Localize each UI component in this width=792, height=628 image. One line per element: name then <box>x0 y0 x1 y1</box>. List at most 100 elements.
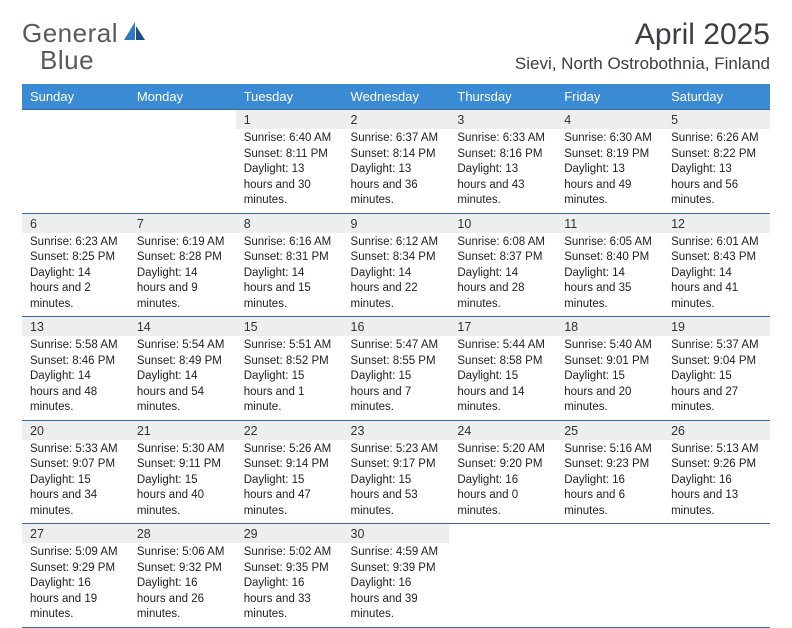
day-number: 18 <box>556 317 663 336</box>
calendar-cell: 16Sunrise: 5:47 AMSunset: 8:55 PMDayligh… <box>343 317 450 421</box>
day-number: 1 <box>236 110 343 129</box>
day-number: 15 <box>236 317 343 336</box>
day-number: 30 <box>343 524 450 543</box>
day-number: 27 <box>22 524 129 543</box>
day-number: 21 <box>129 421 236 440</box>
header: General Blue April 2025 Sievi, North Ost… <box>22 18 770 74</box>
day-body: Sunrise: 5:30 AMSunset: 9:11 PMDaylight:… <box>129 440 236 524</box>
day-body: Sunrise: 5:54 AMSunset: 8:49 PMDaylight:… <box>129 336 236 420</box>
day-body: Sunrise: 5:13 AMSunset: 9:26 PMDaylight:… <box>663 440 770 524</box>
day-body: Sunrise: 6:33 AMSunset: 8:16 PMDaylight:… <box>449 129 556 213</box>
day-body: Sunrise: 5:51 AMSunset: 8:52 PMDaylight:… <box>236 336 343 420</box>
calendar-cell: 19Sunrise: 5:37 AMSunset: 9:04 PMDayligh… <box>663 317 770 421</box>
logo-word-2: Blue <box>40 45 94 75</box>
calendar-cell: 1Sunrise: 6:40 AMSunset: 8:11 PMDaylight… <box>236 110 343 214</box>
calendar-cell: 25Sunrise: 5:16 AMSunset: 9:23 PMDayligh… <box>556 420 663 524</box>
weekday-header: Monday <box>129 84 236 110</box>
calendar-cell: 6Sunrise: 6:23 AMSunset: 8:25 PMDaylight… <box>22 213 129 317</box>
day-body: Sunrise: 6:19 AMSunset: 8:28 PMDaylight:… <box>129 233 236 317</box>
calendar-head: SundayMondayTuesdayWednesdayThursdayFrid… <box>22 84 770 110</box>
day-number: 3 <box>449 110 556 129</box>
day-body: Sunrise: 5:23 AMSunset: 9:17 PMDaylight:… <box>343 440 450 524</box>
weekday-header: Saturday <box>663 84 770 110</box>
calendar-cell: 23Sunrise: 5:23 AMSunset: 9:17 PMDayligh… <box>343 420 450 524</box>
day-body: Sunrise: 5:02 AMSunset: 9:35 PMDaylight:… <box>236 543 343 627</box>
day-body: Sunrise: 6:40 AMSunset: 8:11 PMDaylight:… <box>236 129 343 213</box>
calendar-cell: 5Sunrise: 6:26 AMSunset: 8:22 PMDaylight… <box>663 110 770 214</box>
day-number: 5 <box>663 110 770 129</box>
weekday-row: SundayMondayTuesdayWednesdayThursdayFrid… <box>22 84 770 110</box>
weekday-header: Friday <box>556 84 663 110</box>
day-body: Sunrise: 5:44 AMSunset: 8:58 PMDaylight:… <box>449 336 556 420</box>
day-body: Sunrise: 6:08 AMSunset: 8:37 PMDaylight:… <box>449 233 556 317</box>
day-number: 28 <box>129 524 236 543</box>
calendar-cell: 12Sunrise: 6:01 AMSunset: 8:43 PMDayligh… <box>663 213 770 317</box>
calendar-cell: 11Sunrise: 6:05 AMSunset: 8:40 PMDayligh… <box>556 213 663 317</box>
logo-sail-icon <box>124 22 146 47</box>
day-body: Sunrise: 5:26 AMSunset: 9:14 PMDaylight:… <box>236 440 343 524</box>
day-number: 2 <box>343 110 450 129</box>
weekday-header: Wednesday <box>343 84 450 110</box>
day-body: Sunrise: 5:33 AMSunset: 9:07 PMDaylight:… <box>22 440 129 524</box>
location: Sievi, North Ostrobothnia, Finland <box>515 54 770 74</box>
logo-word-1: General <box>22 18 118 48</box>
day-body: Sunrise: 5:06 AMSunset: 9:32 PMDaylight:… <box>129 543 236 627</box>
calendar-cell: 7Sunrise: 6:19 AMSunset: 8:28 PMDaylight… <box>129 213 236 317</box>
day-number: 13 <box>22 317 129 336</box>
calendar-body: 1Sunrise: 6:40 AMSunset: 8:11 PMDaylight… <box>22 110 770 628</box>
day-number: 29 <box>236 524 343 543</box>
calendar-cell: 17Sunrise: 5:44 AMSunset: 8:58 PMDayligh… <box>449 317 556 421</box>
calendar-cell: 8Sunrise: 6:16 AMSunset: 8:31 PMDaylight… <box>236 213 343 317</box>
day-body: Sunrise: 6:01 AMSunset: 8:43 PMDaylight:… <box>663 233 770 317</box>
day-number: 9 <box>343 214 450 233</box>
day-body: Sunrise: 5:58 AMSunset: 8:46 PMDaylight:… <box>22 336 129 420</box>
calendar-cell: 26Sunrise: 5:13 AMSunset: 9:26 PMDayligh… <box>663 420 770 524</box>
day-body: Sunrise: 4:59 AMSunset: 9:39 PMDaylight:… <box>343 543 450 627</box>
calendar-cell: 2Sunrise: 6:37 AMSunset: 8:14 PMDaylight… <box>343 110 450 214</box>
calendar-cell: 10Sunrise: 6:08 AMSunset: 8:37 PMDayligh… <box>449 213 556 317</box>
day-body: Sunrise: 6:12 AMSunset: 8:34 PMDaylight:… <box>343 233 450 317</box>
day-body: Sunrise: 6:37 AMSunset: 8:14 PMDaylight:… <box>343 129 450 213</box>
day-body: Sunrise: 5:47 AMSunset: 8:55 PMDaylight:… <box>343 336 450 420</box>
calendar-week-row: 13Sunrise: 5:58 AMSunset: 8:46 PMDayligh… <box>22 317 770 421</box>
calendar-table: SundayMondayTuesdayWednesdayThursdayFrid… <box>22 84 770 628</box>
day-number: 4 <box>556 110 663 129</box>
day-number: 17 <box>449 317 556 336</box>
month-title: April 2025 <box>515 18 770 52</box>
calendar-cell: 13Sunrise: 5:58 AMSunset: 8:46 PMDayligh… <box>22 317 129 421</box>
day-number: 7 <box>129 214 236 233</box>
day-number: 8 <box>236 214 343 233</box>
weekday-header: Tuesday <box>236 84 343 110</box>
calendar-cell: 14Sunrise: 5:54 AMSunset: 8:49 PMDayligh… <box>129 317 236 421</box>
weekday-header: Thursday <box>449 84 556 110</box>
day-number: 23 <box>343 421 450 440</box>
calendar-cell: 18Sunrise: 5:40 AMSunset: 9:01 PMDayligh… <box>556 317 663 421</box>
logo: General Blue <box>22 20 146 74</box>
day-body: Sunrise: 5:16 AMSunset: 9:23 PMDaylight:… <box>556 440 663 524</box>
day-number: 14 <box>129 317 236 336</box>
calendar-week-row: 1Sunrise: 6:40 AMSunset: 8:11 PMDaylight… <box>22 110 770 214</box>
day-number: 16 <box>343 317 450 336</box>
day-number: 6 <box>22 214 129 233</box>
day-body: Sunrise: 5:37 AMSunset: 9:04 PMDaylight:… <box>663 336 770 420</box>
logo-text-block: General Blue <box>22 20 146 74</box>
page: General Blue April 2025 Sievi, North Ost… <box>0 0 792 612</box>
day-body: Sunrise: 5:09 AMSunset: 9:29 PMDaylight:… <box>22 543 129 627</box>
calendar-cell: 21Sunrise: 5:30 AMSunset: 9:11 PMDayligh… <box>129 420 236 524</box>
calendar-cell: 20Sunrise: 5:33 AMSunset: 9:07 PMDayligh… <box>22 420 129 524</box>
day-number: 20 <box>22 421 129 440</box>
day-number: 22 <box>236 421 343 440</box>
calendar-cell <box>22 110 129 214</box>
weekday-header: Sunday <box>22 84 129 110</box>
calendar-cell: 3Sunrise: 6:33 AMSunset: 8:16 PMDaylight… <box>449 110 556 214</box>
calendar-cell: 4Sunrise: 6:30 AMSunset: 8:19 PMDaylight… <box>556 110 663 214</box>
day-body: Sunrise: 6:30 AMSunset: 8:19 PMDaylight:… <box>556 129 663 213</box>
calendar-cell: 22Sunrise: 5:26 AMSunset: 9:14 PMDayligh… <box>236 420 343 524</box>
day-number: 26 <box>663 421 770 440</box>
day-number: 25 <box>556 421 663 440</box>
calendar-cell: 9Sunrise: 6:12 AMSunset: 8:34 PMDaylight… <box>343 213 450 317</box>
title-block: April 2025 Sievi, North Ostrobothnia, Fi… <box>515 18 770 74</box>
day-number: 10 <box>449 214 556 233</box>
day-number: 24 <box>449 421 556 440</box>
day-number: 11 <box>556 214 663 233</box>
